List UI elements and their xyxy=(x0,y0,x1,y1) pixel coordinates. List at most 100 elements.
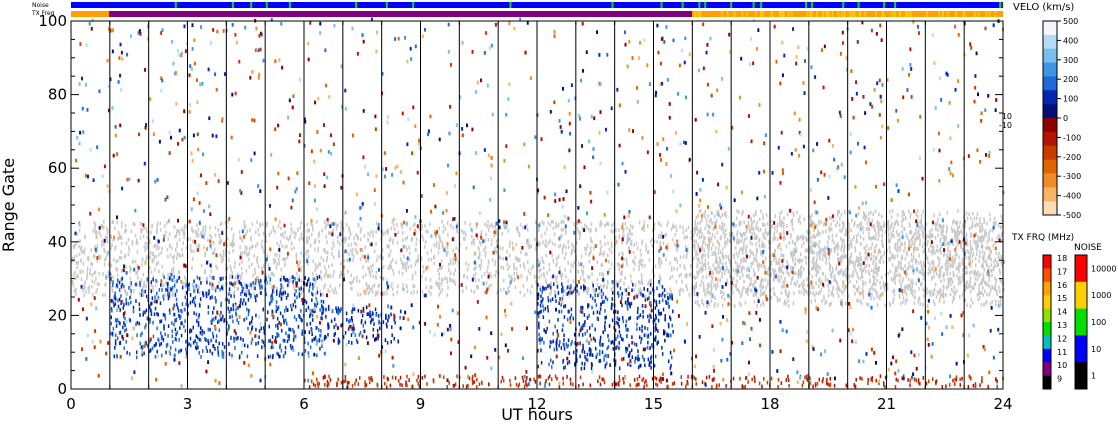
data-cell xyxy=(368,269,370,274)
data-cell xyxy=(626,306,629,311)
data-cell xyxy=(659,240,662,245)
data-cell xyxy=(117,259,119,263)
data-cell xyxy=(636,377,639,381)
data-cell xyxy=(441,265,443,270)
data-cell xyxy=(973,286,975,291)
data-cell xyxy=(99,233,102,238)
data-cell xyxy=(773,271,775,276)
data-cell xyxy=(435,233,438,238)
data-cell xyxy=(622,337,624,342)
data-cell xyxy=(875,266,878,271)
data-cell xyxy=(953,382,956,386)
data-cell xyxy=(693,227,695,232)
data-cell xyxy=(305,300,308,305)
txfreq-strip-mark xyxy=(837,11,840,17)
data-cell xyxy=(758,243,761,248)
data-cell xyxy=(970,225,973,229)
data-cell xyxy=(669,287,671,291)
data-cell xyxy=(454,268,456,272)
data-cell xyxy=(337,253,340,258)
data-cell xyxy=(247,252,249,257)
data-cell xyxy=(331,263,334,267)
data-cell xyxy=(748,228,751,233)
data-cell xyxy=(102,225,105,230)
data-cell xyxy=(315,377,318,382)
data-cell xyxy=(286,339,289,344)
data-cell xyxy=(321,344,323,348)
data-cell xyxy=(747,265,749,270)
noise-strip-mark xyxy=(231,2,234,8)
data-cell xyxy=(151,224,153,228)
data-cell xyxy=(650,291,653,295)
data-cell xyxy=(137,275,139,280)
data-cell xyxy=(446,245,449,250)
data-cell xyxy=(989,248,991,253)
data-cell xyxy=(542,304,544,309)
data-cell xyxy=(241,272,243,276)
data-cell xyxy=(700,235,703,239)
data-cell xyxy=(701,380,704,385)
data-cell xyxy=(314,335,317,340)
data-cell xyxy=(908,283,910,288)
data-cell xyxy=(583,287,585,292)
data-cell xyxy=(979,239,982,243)
data-cell xyxy=(784,265,787,269)
data-cell xyxy=(534,379,537,384)
data-cell xyxy=(761,286,763,290)
data-cell xyxy=(911,289,914,293)
data-cell xyxy=(648,360,651,365)
data-cell xyxy=(305,308,307,313)
data-cell xyxy=(551,241,554,246)
data-cell xyxy=(387,304,389,309)
data-cell xyxy=(506,225,508,229)
data-cell xyxy=(816,269,819,273)
data-cell xyxy=(185,277,187,282)
data-cell xyxy=(589,229,592,234)
data-cell xyxy=(373,283,376,288)
data-cell xyxy=(783,225,785,229)
data-cell xyxy=(170,277,172,281)
data-cell xyxy=(268,274,270,279)
data-cell xyxy=(538,243,540,247)
data-cell xyxy=(280,292,283,296)
data-cell xyxy=(743,279,745,284)
data-cell xyxy=(434,234,437,239)
data-cell xyxy=(528,245,530,250)
data-cell xyxy=(697,271,700,276)
txfreq-strip-mark xyxy=(694,11,696,17)
data-cell xyxy=(736,237,739,242)
data-cell xyxy=(994,281,997,286)
data-cell xyxy=(437,251,440,255)
data-cell xyxy=(243,298,245,303)
data-cell xyxy=(622,222,624,227)
data-cell xyxy=(273,289,276,294)
data-cell xyxy=(598,375,601,380)
data-cell xyxy=(338,254,341,259)
data-cell xyxy=(275,265,278,270)
data-cell xyxy=(738,264,741,268)
data-cell xyxy=(545,239,547,244)
data-cell xyxy=(371,311,374,315)
data-cell xyxy=(904,256,907,261)
data-cell xyxy=(799,283,801,288)
data-cell xyxy=(200,231,202,236)
data-cell xyxy=(667,295,669,300)
data-cell xyxy=(417,374,420,379)
data-cell xyxy=(581,269,583,273)
data-cell xyxy=(118,331,121,335)
data-cell xyxy=(563,315,566,319)
data-cell xyxy=(276,323,279,328)
data-cell xyxy=(641,239,644,244)
data-cell xyxy=(312,259,314,264)
data-cell xyxy=(649,239,652,244)
data-cell xyxy=(909,378,911,383)
data-cell xyxy=(561,282,563,287)
data-cell xyxy=(275,304,278,309)
data-cell xyxy=(191,256,194,261)
data-cell xyxy=(258,232,260,237)
data-cell xyxy=(912,250,915,254)
data-cell xyxy=(811,219,813,224)
data-cell xyxy=(188,342,190,346)
data-cell xyxy=(740,221,742,226)
